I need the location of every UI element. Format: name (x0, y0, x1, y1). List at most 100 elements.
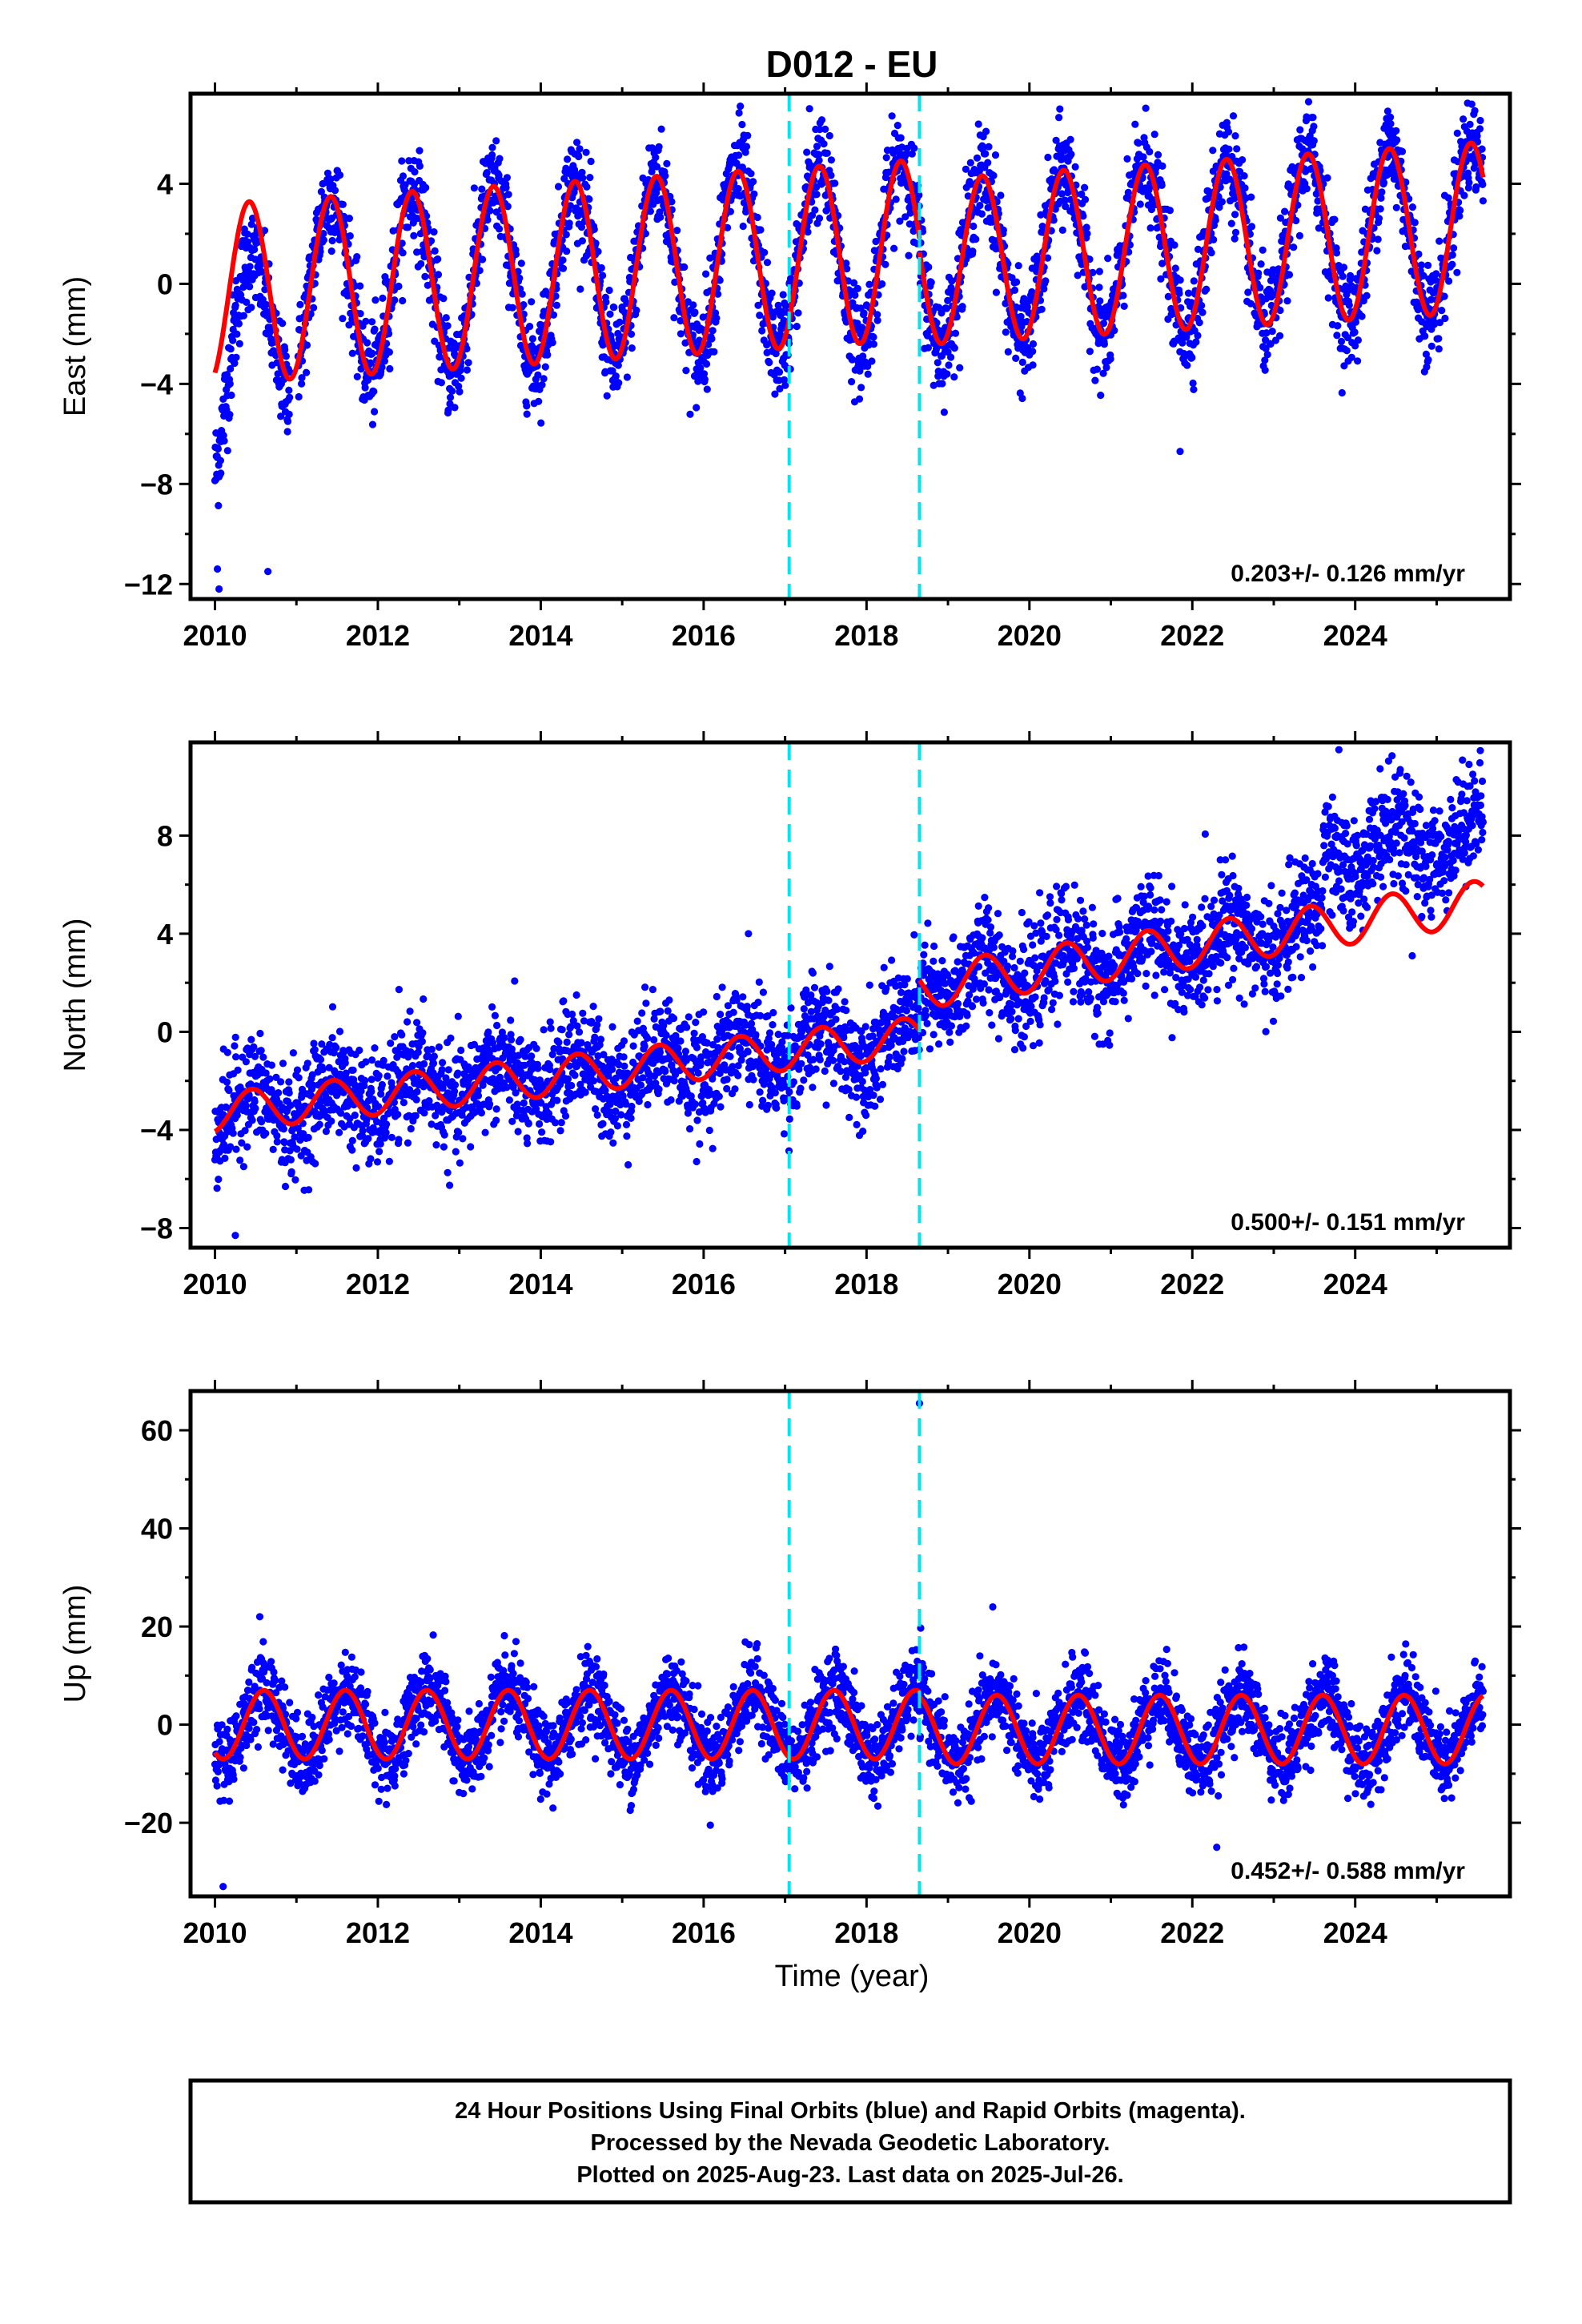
data-point (1095, 267, 1103, 275)
data-point (1091, 376, 1099, 384)
data-point (488, 1039, 497, 1047)
data-point (1466, 120, 1474, 128)
data-point (298, 1085, 307, 1093)
data-point (514, 267, 522, 275)
data-point (739, 222, 747, 231)
data-point (1276, 306, 1284, 315)
data-point (420, 1109, 428, 1117)
data-point (1004, 348, 1012, 356)
data-point (1435, 237, 1443, 245)
data-point (1158, 181, 1166, 189)
data-point (213, 1184, 221, 1192)
data-point (550, 1044, 558, 1053)
data-point (1079, 212, 1087, 220)
data-point (1207, 249, 1215, 257)
data-point (1424, 261, 1432, 269)
data-point (258, 1118, 266, 1126)
data-point (858, 325, 866, 333)
data-point (573, 139, 581, 147)
data-point (342, 1069, 350, 1077)
data-point (1479, 197, 1487, 205)
data-point (749, 178, 757, 186)
data-point (1209, 147, 1217, 155)
data-point (516, 274, 524, 282)
data-point (440, 1143, 448, 1151)
data-point (486, 207, 494, 215)
data-point (1198, 301, 1206, 310)
data-point (439, 1084, 447, 1092)
data-point (969, 247, 977, 255)
data-point (1083, 230, 1091, 238)
data-point (1244, 288, 1252, 296)
data-point (371, 408, 379, 416)
data-point (794, 309, 802, 317)
data-point (572, 991, 580, 999)
east-frame (188, 91, 1512, 601)
data-point (951, 329, 960, 337)
data-point (319, 1065, 327, 1074)
data-point (463, 366, 472, 374)
data-point (332, 1043, 340, 1051)
data-point (701, 376, 709, 384)
data-point (355, 1046, 363, 1055)
data-point (507, 1031, 515, 1039)
data-point (940, 408, 948, 416)
data-point (710, 348, 718, 356)
data-point (556, 1080, 564, 1088)
data-point (1097, 392, 1105, 400)
data-point (1240, 172, 1248, 180)
data-point (436, 353, 444, 361)
data-point (488, 151, 496, 159)
data-point (380, 357, 388, 365)
data-point (327, 175, 335, 183)
data-point (440, 295, 448, 303)
data-point (492, 1105, 500, 1113)
data-point (293, 1066, 302, 1074)
data-point (437, 379, 446, 387)
data-point (1351, 328, 1359, 336)
data-point (227, 345, 235, 353)
data-point (657, 125, 665, 133)
data-point (362, 1058, 370, 1066)
data-point (567, 1023, 575, 1031)
data-point (811, 206, 819, 214)
data-point (869, 333, 877, 341)
data-point (763, 259, 772, 267)
x-tick-label: 2012 (346, 619, 410, 652)
data-point (451, 1081, 460, 1089)
data-point (399, 172, 408, 180)
data-point (1010, 286, 1019, 294)
data-point (827, 171, 835, 179)
data-point (1146, 147, 1154, 156)
data-point (1261, 366, 1269, 374)
data-point (793, 323, 801, 331)
data-point (419, 1029, 427, 1037)
data-point (644, 1100, 652, 1109)
data-point (311, 1046, 319, 1054)
data-point (908, 150, 916, 158)
data-point (335, 1027, 344, 1035)
data-point (1468, 100, 1476, 108)
data-point (1445, 277, 1453, 285)
data-point (309, 1081, 317, 1089)
data-point (368, 420, 377, 428)
data-point (1309, 114, 1317, 122)
data-point (589, 1077, 598, 1085)
data-point (523, 402, 531, 410)
data-point (1351, 342, 1359, 350)
data-point (343, 1102, 351, 1110)
data-point (769, 313, 777, 321)
data-point (1332, 249, 1341, 257)
data-point (950, 373, 958, 381)
data-point (547, 1024, 555, 1032)
data-point (488, 143, 496, 151)
data-point (979, 143, 987, 151)
data-point (435, 1043, 444, 1051)
data-point (616, 318, 624, 326)
data-point (564, 1075, 572, 1083)
data-point (1276, 214, 1284, 222)
data-point (991, 151, 1000, 159)
data-point (1042, 277, 1050, 285)
data-point (303, 341, 311, 349)
